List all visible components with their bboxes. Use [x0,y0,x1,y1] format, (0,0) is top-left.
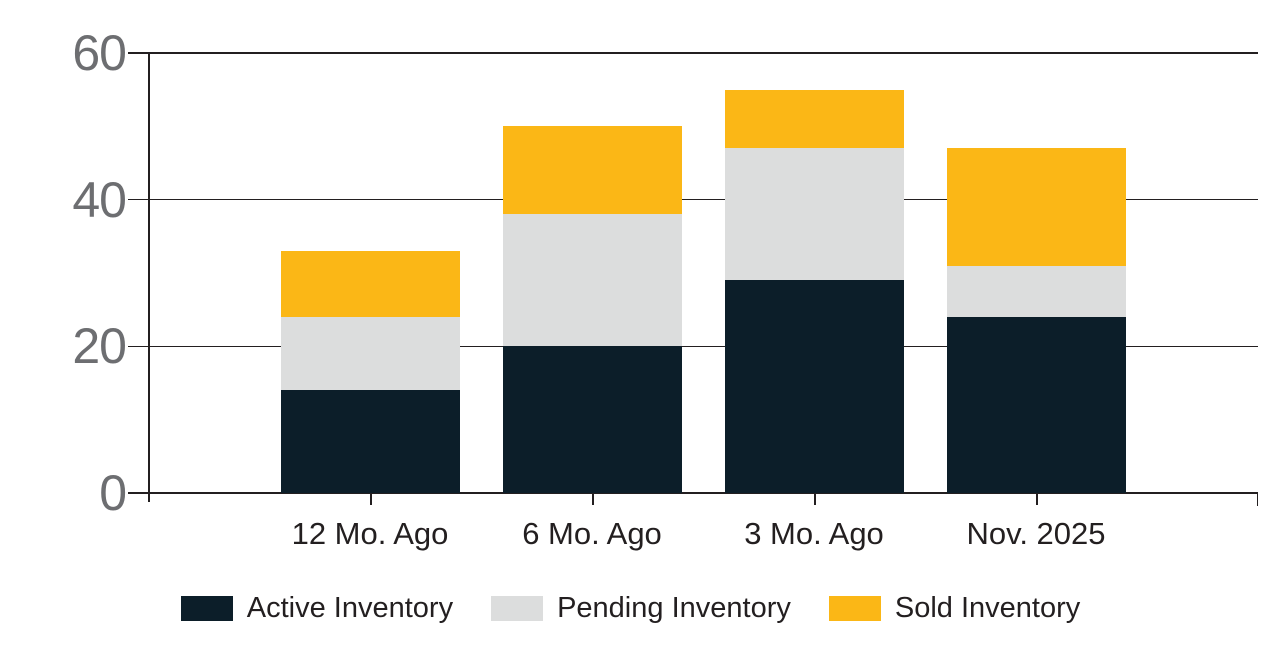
y-axis-tick-label: 60 [72,25,127,81]
legend-label: Active Inventory [246,592,454,624]
bar-2-pending-inventory [502,214,682,347]
legend-swatch-icon [828,596,881,621]
gridline-60 [128,52,1258,54]
y-axis-tick-label: 20 [72,318,127,375]
x-axis-end-tick [1256,493,1258,506]
bar-3-active-inventory [724,280,904,493]
legend-swatch-icon [180,596,233,621]
gridline-40 [128,198,1258,201]
gridline-0 [128,492,1258,494]
bar-4-pending-inventory [946,265,1126,317]
x-axis-tick-label: 12 Mo. Ago [291,516,449,551]
x-axis-tick [1036,493,1038,505]
y-axis-tick-label: 0 [99,465,127,521]
y-axis-tick-label: 40 [72,171,127,228]
bar-3-sold-inventory [724,89,904,149]
x-axis-tick [814,493,816,505]
bar-4-active-inventory [946,317,1126,493]
y-axis-line [148,53,150,502]
x-axis-tick-label: 3 Mo. Ago [744,516,884,551]
gridline-20 [128,345,1258,348]
chart-legend: Active Inventory Pending Inventory Sold In… [0,594,1261,623]
legend-label: Pending Inventory [557,592,791,624]
legend-label: Sold Inventory [894,592,1081,624]
legend-swatch-icon [491,596,544,621]
legend-item-sold-inventory: Sold Inventory [828,592,1081,624]
bar-1-sold-inventory [280,251,460,317]
x-axis-tick [592,493,594,505]
bar-3-pending-inventory [724,148,904,281]
bar-2-sold-inventory [502,126,682,215]
legend-item-pending-inventory: Pending Inventory [491,594,791,623]
x-axis-tick-label: Nov. 2025 [966,516,1106,551]
x-axis-tick [370,493,372,505]
bar-4-sold-inventory [946,148,1126,266]
bar-1-active-inventory [280,390,460,493]
x-axis-tick-label: 6 Mo. Ago [522,516,662,551]
legend-item-active-inventory: Active Inventory [180,592,454,624]
bar-2-active-inventory [502,346,682,493]
bar-1-pending-inventory [280,317,460,391]
